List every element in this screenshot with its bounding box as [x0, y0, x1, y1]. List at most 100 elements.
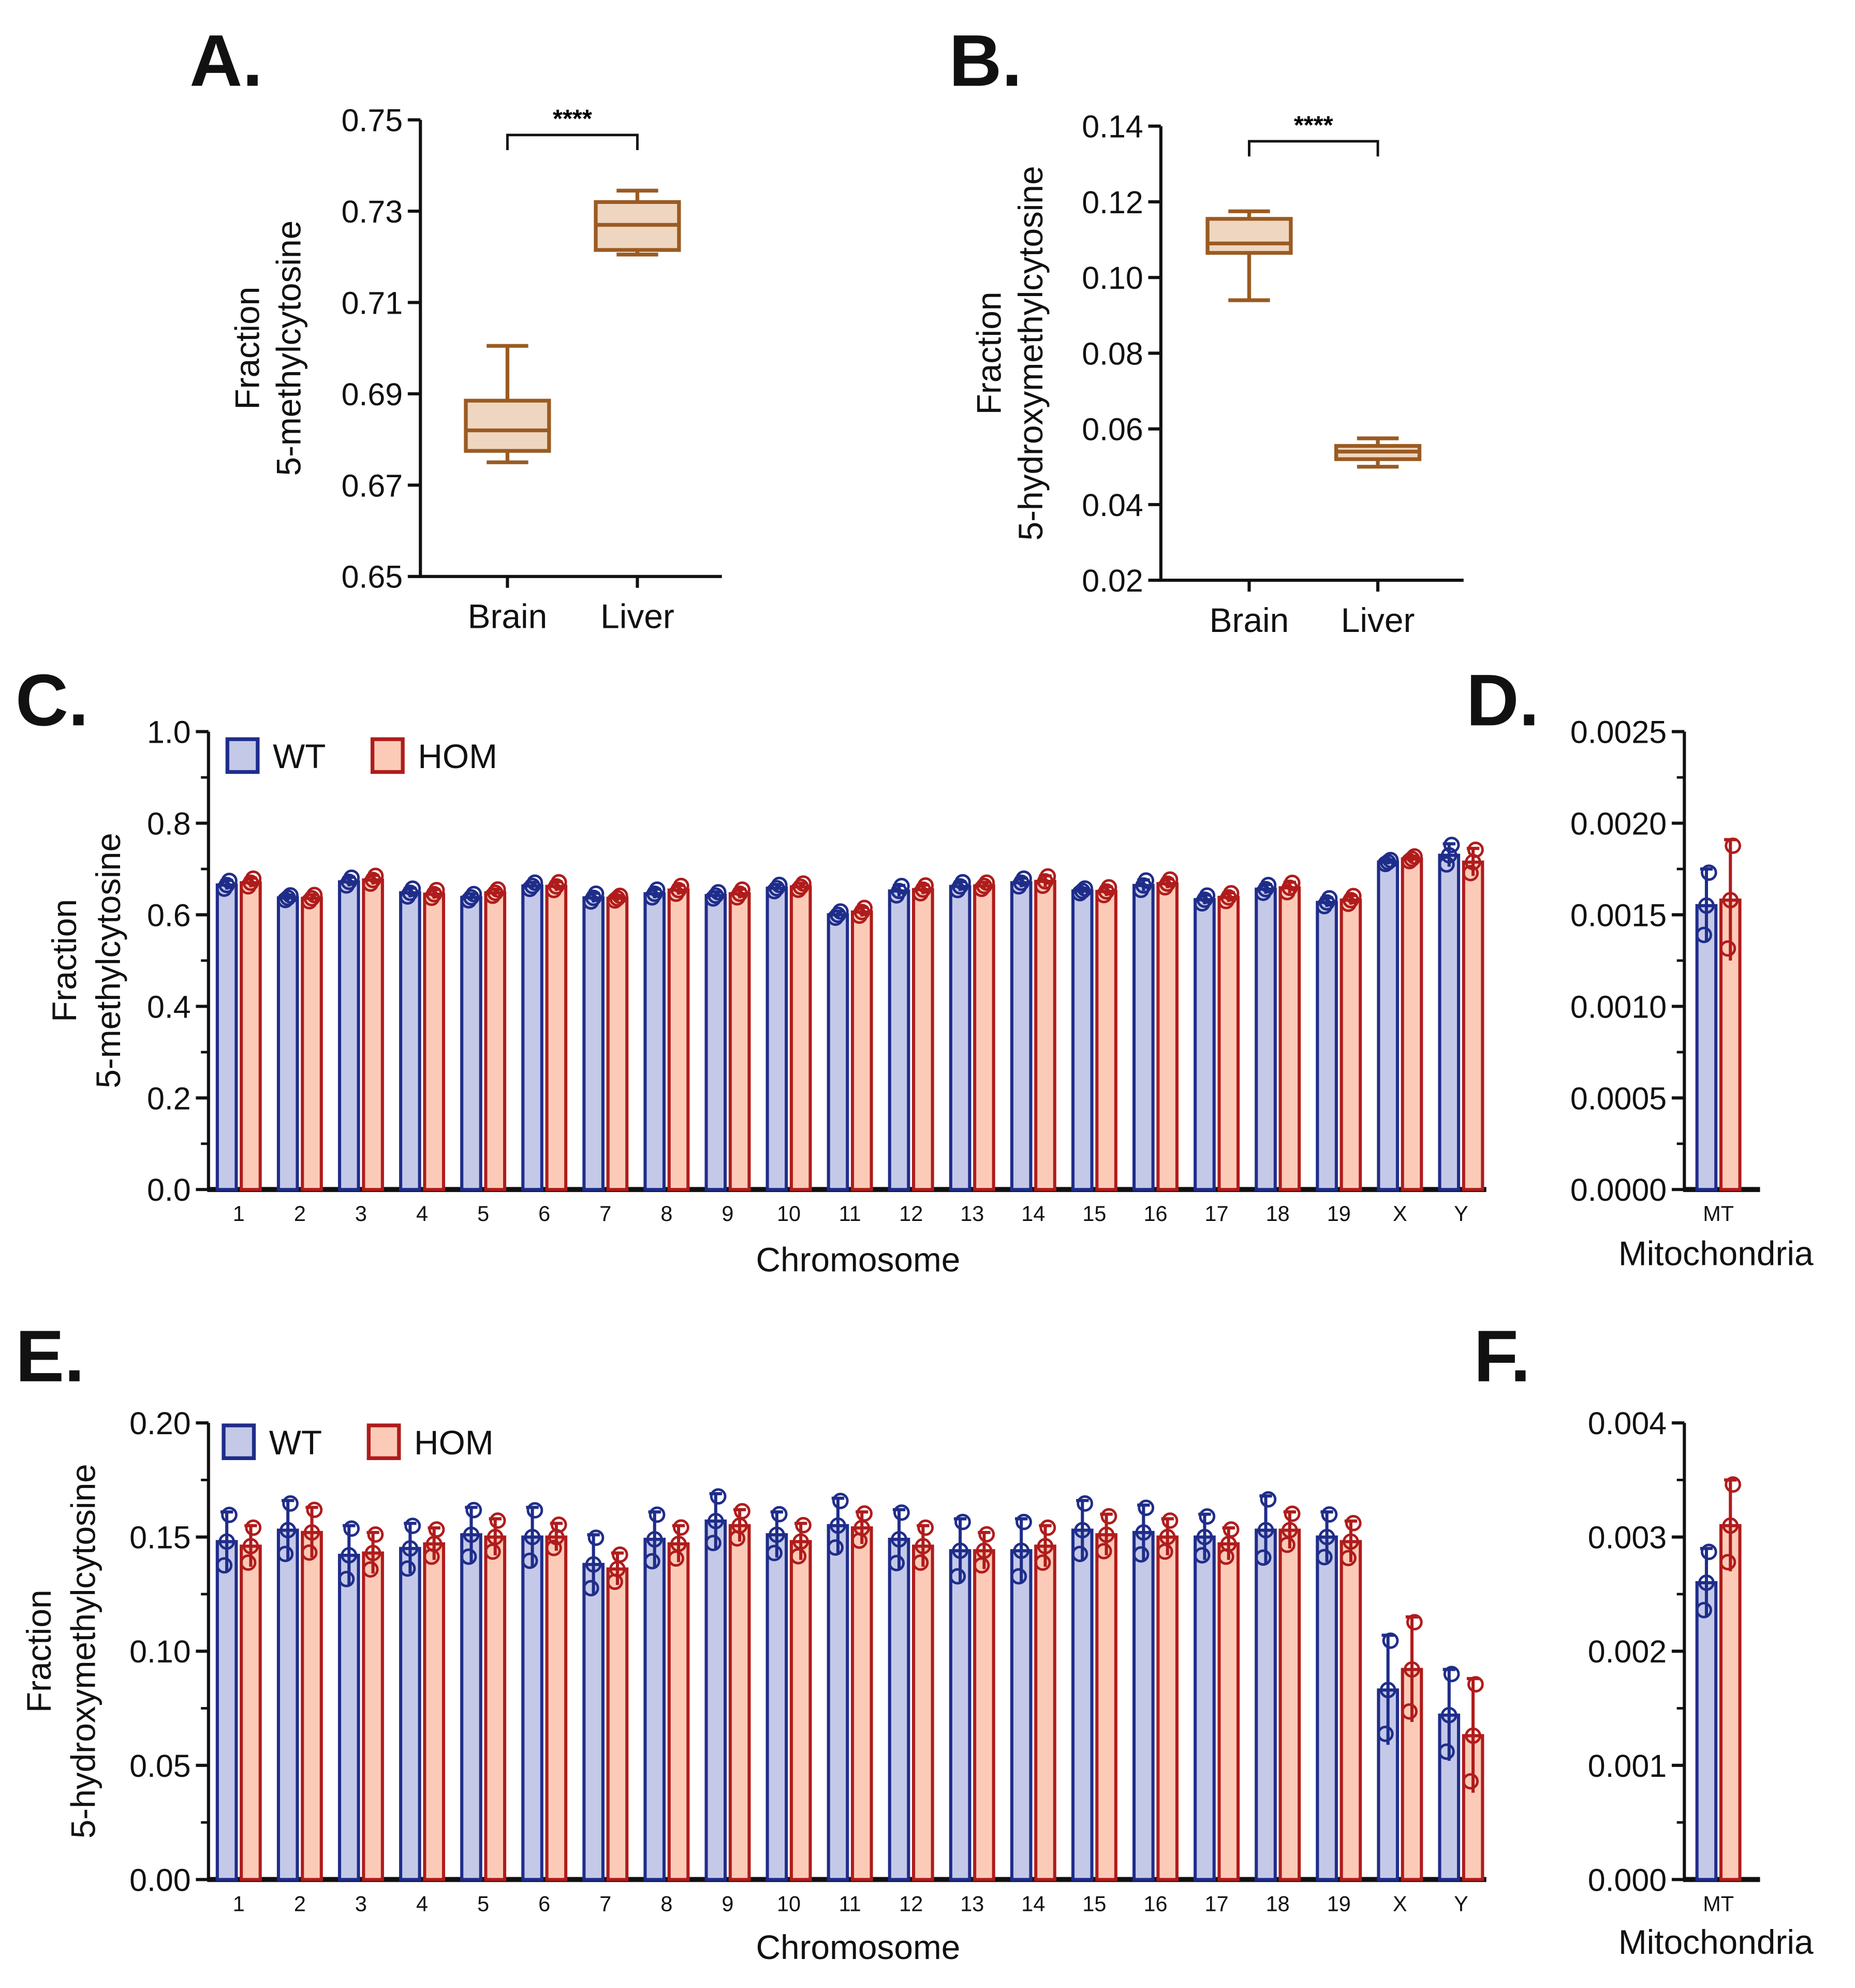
data-point: [1725, 837, 1741, 854]
data-point: [1138, 872, 1155, 889]
bar-hom-13: [973, 1549, 995, 1881]
data-point: [546, 1540, 562, 1556]
data-point: [282, 887, 299, 904]
x-tick-label: Y: [1454, 1201, 1468, 1226]
y-axis-title: Fraction: [228, 287, 266, 410]
bar-wt-X: [1377, 860, 1400, 1191]
y-tick-label: 0.6: [147, 897, 191, 933]
significance-bracket: [506, 134, 639, 151]
data-point: [1404, 1661, 1420, 1678]
y-tick-label: 0.002: [1588, 1634, 1667, 1669]
data-point: [830, 906, 846, 923]
bar-hom-16: [1156, 1535, 1179, 1881]
data-point: [705, 1535, 722, 1552]
data-point: [891, 1531, 907, 1548]
x-tick-label: 2: [294, 1201, 306, 1226]
data-point: [1719, 940, 1736, 957]
data-point: [1467, 1676, 1484, 1693]
bar-wt-1: [215, 1540, 238, 1881]
data-point: [978, 1526, 995, 1543]
data-point: [587, 1529, 605, 1546]
bar-hom-12: [912, 1544, 934, 1881]
bar-hom-MT: [1719, 1524, 1742, 1881]
panel-label: F.: [1474, 1315, 1530, 1397]
bar-wt-3: [337, 1553, 360, 1881]
bar-wt-11: [827, 913, 849, 1191]
bar-wt-19: [1316, 901, 1338, 1191]
data-point: [587, 885, 605, 902]
bar-hom-18: [1278, 886, 1301, 1191]
y-axis-title: 5-methylcytosine: [270, 220, 308, 476]
y-tick-label: 0.73: [342, 194, 403, 229]
bar-wt-8: [643, 892, 666, 1191]
bar-hom-14: [1034, 1544, 1056, 1881]
x-tick-label: 17: [1205, 1891, 1229, 1916]
data-point: [343, 1520, 360, 1537]
data-point: [367, 1526, 384, 1543]
bar-hom-1: [240, 1544, 262, 1881]
data-point: [1100, 879, 1117, 896]
x-tick-label: Brain: [468, 597, 548, 636]
data-point: [734, 1503, 750, 1520]
data-point: [771, 876, 788, 893]
bar-hom-2: [301, 896, 323, 1191]
data-point: [1719, 1554, 1736, 1571]
data-point: [1401, 1703, 1418, 1720]
data-point: [524, 1528, 541, 1545]
data-point: [1440, 847, 1458, 864]
bar-wt-4: [399, 1547, 421, 1881]
y-tick-label: 0.0025: [1570, 715, 1667, 750]
data-point: [1284, 1505, 1301, 1522]
data-point: [1722, 1517, 1739, 1534]
panel-label: D.: [1466, 659, 1539, 741]
y-tick-label: 0.65: [342, 559, 403, 595]
data-point: [526, 1502, 543, 1519]
y-tick-label: 0.71: [342, 285, 403, 320]
data-point: [526, 874, 543, 891]
data-point: [1318, 1528, 1335, 1545]
y-tick-label: 0.15: [129, 1520, 191, 1555]
y-axis-title: Fraction: [969, 292, 1008, 415]
data-point: [1161, 871, 1179, 888]
data-point: [245, 870, 262, 887]
data-point: [1316, 1549, 1333, 1566]
bar-wt-13: [949, 1549, 971, 1881]
data-point: [792, 878, 809, 895]
x-tick-label: 11: [839, 1201, 861, 1226]
bar-hom-1: [240, 881, 262, 1191]
data-point: [1074, 1522, 1091, 1539]
significance-label: ****: [553, 105, 592, 133]
bar-hom-2: [301, 1530, 323, 1881]
data-point: [1015, 1513, 1032, 1530]
legend-label-hom: HOM: [414, 1423, 494, 1462]
data-point: [550, 874, 567, 891]
data-point: [611, 887, 628, 904]
bar-wt-15: [1071, 889, 1094, 1191]
bar-wt-17: [1194, 1535, 1216, 1881]
x-tick-label: 4: [416, 1891, 428, 1916]
x-tick-label: 11: [839, 1891, 861, 1916]
bar-hom-5: [484, 891, 507, 1191]
data-point: [463, 1526, 480, 1543]
bar-hom-5: [484, 1535, 507, 1881]
data-point: [893, 878, 910, 894]
data-point: [1223, 885, 1240, 902]
bar-hom-15: [1095, 1533, 1117, 1881]
x-tick-label: MT: [1703, 1201, 1734, 1226]
significance-bracket: [1248, 140, 1379, 157]
data-point: [582, 1580, 599, 1597]
data-point: [221, 1507, 238, 1523]
x-tick-label: Liver: [1341, 601, 1415, 639]
x-tick-label: X: [1393, 1891, 1407, 1916]
y-tick-label: 0.0015: [1570, 897, 1667, 933]
bar-wt-10: [765, 887, 788, 1191]
bar-wt-19: [1316, 1535, 1338, 1881]
data-point: [710, 1488, 727, 1505]
data-point: [1443, 1666, 1460, 1683]
panel-label: B.: [949, 20, 1022, 101]
bar-wt-7: [582, 1563, 605, 1881]
data-point: [1255, 1549, 1272, 1566]
data-point: [279, 1522, 297, 1539]
y-axis-title: Fraction: [20, 1589, 58, 1713]
